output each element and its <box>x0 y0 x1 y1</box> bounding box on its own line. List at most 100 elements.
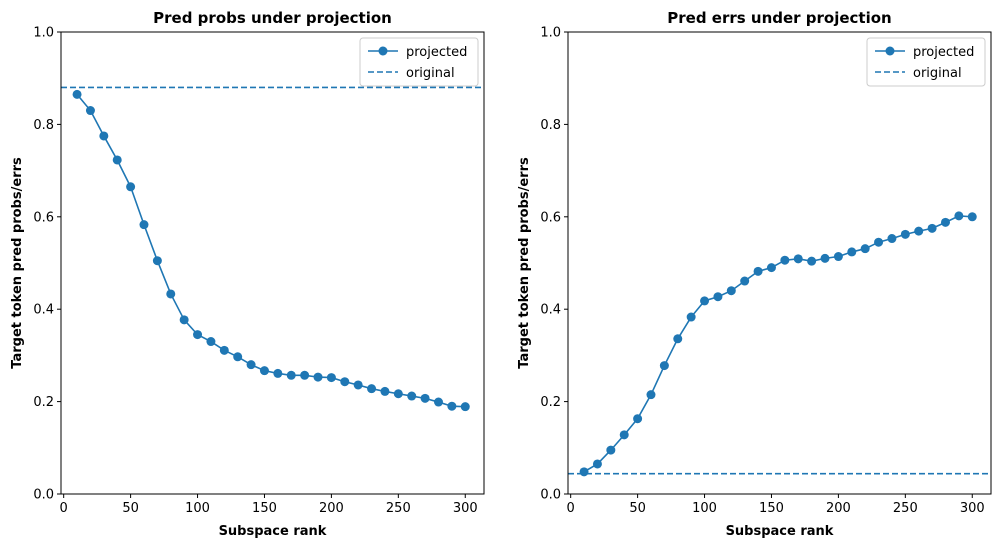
data-point <box>847 247 857 257</box>
data-point <box>367 384 377 394</box>
data-point <box>659 361 669 371</box>
x-tick-label: 0 <box>567 501 575 516</box>
data-point <box>179 315 189 325</box>
data-point <box>326 373 336 383</box>
data-point <box>793 254 803 264</box>
legend-marker-projected <box>885 46 895 56</box>
data-point <box>313 372 323 382</box>
series-line-projected <box>583 215 973 473</box>
right-subplot: Pred errs under projection Subspace rank… <box>517 9 992 539</box>
y-axis-label: Target token pred probs/errs <box>10 157 25 369</box>
y-ticks: 0.0 0.2 0.4 0.6 0.8 1.0 <box>33 26 61 503</box>
data-point <box>633 414 643 424</box>
data-point <box>967 212 977 222</box>
y-tick-label: 0.0 <box>33 488 54 503</box>
x-tick-label: 50 <box>629 501 646 516</box>
data-point <box>407 391 417 401</box>
x-tick-label: 250 <box>893 501 918 516</box>
data-point <box>433 397 443 407</box>
data-point <box>139 220 149 230</box>
data-point <box>72 89 82 99</box>
data-point <box>713 292 723 302</box>
data-point <box>206 337 216 347</box>
y-tick-label: 0.8 <box>540 118 561 133</box>
data-point <box>300 370 310 380</box>
data-point <box>914 226 924 236</box>
x-ticks: 0 50 100 150 200 250 300 <box>60 494 478 516</box>
data-point <box>606 445 616 455</box>
legend-label-original: original <box>913 66 962 81</box>
plot-area <box>568 211 991 477</box>
y-tick-label: 0.4 <box>540 303 561 318</box>
data-point <box>700 296 710 306</box>
data-point <box>740 276 750 286</box>
data-point <box>579 467 589 477</box>
x-tick-label: 100 <box>185 501 210 516</box>
legend: projected original <box>359 37 479 87</box>
data-point <box>780 255 790 265</box>
data-point <box>193 330 203 340</box>
data-point <box>686 312 696 322</box>
data-point <box>820 253 830 263</box>
data-point <box>646 390 656 400</box>
legend: projected original <box>866 37 986 87</box>
x-axis-label: Subspace rank <box>726 524 834 539</box>
y-tick-label: 0.4 <box>33 303 54 318</box>
plot-area <box>61 86 484 412</box>
data-point <box>233 352 243 362</box>
x-ticks: 0 50 100 150 200 250 300 <box>567 494 985 516</box>
data-point <box>807 256 817 266</box>
axes-frame <box>60 31 485 495</box>
x-tick-label: 200 <box>319 501 344 516</box>
data-point <box>166 289 176 299</box>
data-point <box>619 430 629 440</box>
x-tick-label: 150 <box>252 501 277 516</box>
y-tick-label: 0.6 <box>540 210 561 225</box>
x-tick-label: 100 <box>692 501 717 516</box>
legend-label-original: original <box>406 66 455 81</box>
data-point <box>85 106 95 116</box>
y-tick-label: 1.0 <box>540 26 561 41</box>
data-point <box>353 380 363 390</box>
x-tick-label: 50 <box>122 501 139 516</box>
data-point <box>726 286 736 296</box>
data-point <box>860 244 870 254</box>
y-tick-label: 0.0 <box>540 488 561 503</box>
data-point <box>286 370 296 380</box>
data-point <box>393 389 403 399</box>
data-point <box>874 237 884 247</box>
chart-title: Pred errs under projection <box>667 9 891 27</box>
data-point <box>420 393 430 403</box>
x-axis-label: Subspace rank <box>219 524 327 539</box>
legend-label-projected: projected <box>913 45 974 60</box>
data-point <box>592 459 602 469</box>
data-point <box>940 217 950 227</box>
data-point <box>887 234 897 244</box>
legend-box <box>866 37 986 87</box>
x-tick-label: 150 <box>759 501 784 516</box>
legend-marker-projected <box>378 46 388 56</box>
data-point <box>259 366 269 376</box>
data-point <box>753 266 763 276</box>
data-point <box>380 386 390 396</box>
series-line-projected <box>76 93 466 408</box>
data-point <box>927 223 937 233</box>
x-tick-label: 200 <box>826 501 851 516</box>
data-point <box>152 256 162 266</box>
data-point <box>273 368 283 378</box>
data-point <box>219 345 229 355</box>
x-tick-label: 250 <box>386 501 411 516</box>
left-subplot: Pred probs under projection Subspace ran… <box>10 9 485 539</box>
y-tick-label: 0.8 <box>33 118 54 133</box>
data-point <box>833 252 843 262</box>
x-tick-label: 300 <box>453 501 478 516</box>
data-point <box>447 401 457 411</box>
data-point <box>954 211 964 221</box>
y-tick-label: 1.0 <box>33 26 54 41</box>
data-point <box>246 360 256 370</box>
y-tick-label: 0.6 <box>33 210 54 225</box>
data-point <box>673 334 683 344</box>
data-point <box>340 377 350 387</box>
data-point <box>766 263 776 273</box>
